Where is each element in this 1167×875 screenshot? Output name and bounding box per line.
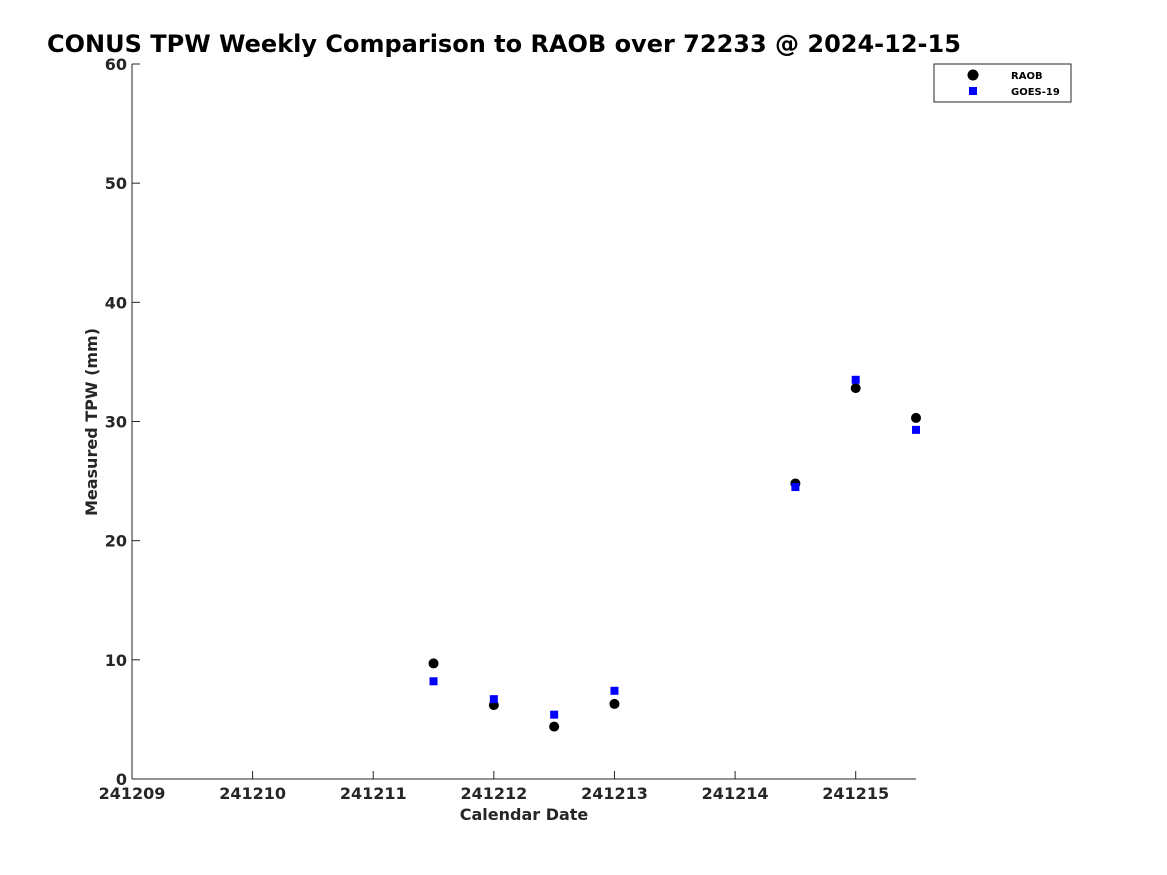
data-point-goes-19: [610, 686, 619, 695]
y-axis-label: Measured TPW (mm): [82, 328, 101, 516]
y-tick-label: 10: [105, 651, 127, 670]
data-point-goes-19: [550, 710, 559, 719]
chart-title: CONUS TPW Weekly Comparison to RAOB over…: [47, 30, 961, 58]
legend-marker-raob: [967, 69, 979, 81]
data-point-goes-19: [489, 695, 498, 704]
data-points: [428, 375, 921, 732]
y-tick-label: 30: [105, 413, 127, 432]
x-tick-label: 241212: [460, 784, 527, 803]
x-tick-label: 241213: [581, 784, 648, 803]
data-point-goes-19: [791, 483, 800, 492]
data-point-raob: [428, 658, 439, 669]
x-axis-label: Calendar Date: [460, 805, 589, 824]
legend-marker-goes-19: [969, 87, 977, 95]
data-point-goes-19: [851, 375, 860, 384]
data-point-raob: [911, 412, 921, 423]
data-point-goes-19: [429, 677, 438, 686]
x-tick-label: 241209: [99, 784, 166, 803]
x-tick-label: 241215: [822, 784, 889, 803]
y-tick-label: 0: [116, 770, 127, 789]
x-tick-label: 241214: [702, 784, 769, 803]
data-point-raob: [850, 383, 861, 394]
x-tick-label: 241211: [340, 784, 407, 803]
y-tick-label: 20: [105, 532, 127, 551]
data-point-raob: [609, 698, 620, 709]
plot-axes: [131, 64, 916, 780]
x-tick-label: 241210: [219, 784, 286, 803]
data-point-raob: [549, 721, 560, 732]
chart-legend: RAOB GOES-19: [933, 63, 1072, 103]
data-point-goes-19: [912, 425, 920, 434]
y-tick-label: 50: [105, 174, 127, 193]
legend-label-raob: RAOB: [1011, 71, 1043, 82]
legend-box: [933, 63, 1072, 103]
y-axis-ticks: 0 10 20 30 40 50 60: [105, 55, 140, 789]
y-tick-label: 60: [105, 55, 127, 74]
x-axis-ticks: 241209 241210 241211 241212 241213 241214 2412…: [99, 771, 889, 803]
legend-label-goes-19: GOES-19: [1011, 87, 1060, 98]
y-tick-label: 40: [105, 293, 127, 312]
